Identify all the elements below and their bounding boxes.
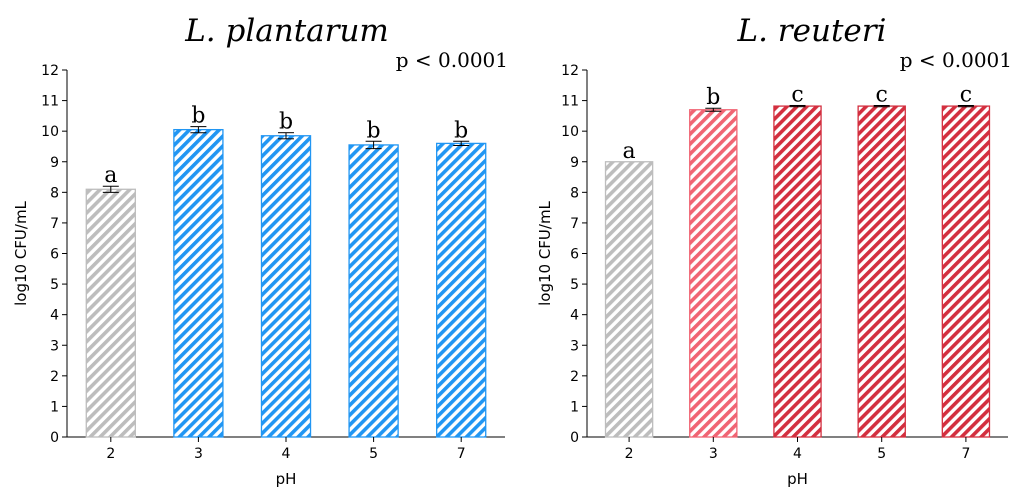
significance-label-ph-5: b xyxy=(367,118,381,143)
bar-ph-7 xyxy=(436,142,487,438)
bar-ph-4 xyxy=(773,105,822,438)
significance-label-ph-4: c xyxy=(791,82,803,107)
error-bar-ph-3 xyxy=(705,107,722,112)
bar-ph-5 xyxy=(348,144,399,438)
y-tick-label: 0 xyxy=(50,430,59,446)
y-tick-label: 1 xyxy=(570,399,579,415)
x-tick-label-ph-7: 7 xyxy=(457,446,466,462)
y-tick-label: 12 xyxy=(561,63,579,79)
error-bar-ph-3 xyxy=(190,126,207,134)
x-tick-label-ph-2: 2 xyxy=(106,446,115,462)
significance-label-ph-7: c xyxy=(960,82,972,107)
error-bar-ph-7 xyxy=(453,140,470,147)
y-tick-label: 6 xyxy=(570,247,579,263)
y-tick-label: 10 xyxy=(561,124,579,140)
y-tick-label: 2 xyxy=(50,369,59,385)
chart-title-plantarum: L. plantarum xyxy=(184,13,389,49)
y-tick-label: 8 xyxy=(50,185,59,201)
bar-ph-5 xyxy=(857,105,906,438)
y-tick-label: 10 xyxy=(41,124,59,140)
significance-label-ph-2: a xyxy=(623,139,636,164)
y-tick-label: 4 xyxy=(50,308,59,324)
y-tick-label: 0 xyxy=(570,430,579,446)
bar-ph-2 xyxy=(85,188,136,438)
y-tick-label: 2 xyxy=(570,369,579,385)
x-tick-label-ph-3: 3 xyxy=(709,446,718,462)
bar-ph-3 xyxy=(173,128,224,438)
x-axis-label-reuteri: pH xyxy=(787,470,808,488)
bar-ph-7 xyxy=(941,105,991,438)
x-tick-label-ph-7: 7 xyxy=(961,446,970,462)
bar-ph-2 xyxy=(604,161,654,438)
chart-title-reuteri: L. reuteri xyxy=(737,13,887,49)
y-axis-label-plantarum: log10 CFU/mL xyxy=(12,200,30,305)
error-bar-ph-4 xyxy=(789,104,806,108)
x-tick-label-ph-4: 4 xyxy=(282,446,291,462)
significance-label-ph-2: a xyxy=(104,163,117,188)
x-tick-label-ph-4: 4 xyxy=(793,446,802,462)
y-tick-label: 7 xyxy=(570,216,579,232)
p-value-annotation-plantarum: p < 0.0001 xyxy=(396,48,508,72)
y-axis-label-reuteri: log10 CFU/mL xyxy=(536,200,554,305)
error-bar-ph-2 xyxy=(102,185,119,193)
y-tick-label: 3 xyxy=(50,338,59,354)
x-tick-label-ph-5: 5 xyxy=(877,446,886,462)
y-tick-label: 6 xyxy=(50,247,59,263)
error-bar-ph-4 xyxy=(278,132,294,140)
error-bar-ph-7 xyxy=(957,104,974,108)
y-tick-label: 3 xyxy=(570,338,579,354)
y-tick-label: 7 xyxy=(50,216,59,232)
y-tick-label: 11 xyxy=(41,94,59,110)
significance-label-ph-3: b xyxy=(706,85,720,110)
x-tick-label-ph-5: 5 xyxy=(369,446,378,462)
bar-ph-4 xyxy=(260,135,312,438)
bar-ph-3 xyxy=(689,109,738,438)
y-tick-label: 5 xyxy=(570,277,579,293)
y-tick-label: 1 xyxy=(50,399,59,415)
error-bar-ph-5 xyxy=(873,104,890,108)
y-tick-label: 9 xyxy=(50,155,59,171)
error-bar-ph-5 xyxy=(365,140,382,150)
p-value-annotation-reuteri: p < 0.0001 xyxy=(900,48,1012,72)
x-axis-label-plantarum: pH xyxy=(276,470,297,488)
significance-label-ph-7: b xyxy=(454,118,468,143)
significance-label-ph-5: c xyxy=(876,82,888,107)
significance-label-ph-4: b xyxy=(279,110,293,135)
x-tick-label-ph-3: 3 xyxy=(194,446,203,462)
y-tick-label: 9 xyxy=(570,155,579,171)
x-tick-label-ph-2: 2 xyxy=(625,446,634,462)
y-tick-label: 5 xyxy=(50,277,59,293)
significance-label-ph-3: b xyxy=(191,104,205,129)
y-tick-label: 11 xyxy=(561,94,579,110)
y-tick-label: 12 xyxy=(41,63,59,79)
y-tick-label: 8 xyxy=(570,185,579,201)
y-tick-label: 4 xyxy=(570,308,579,324)
